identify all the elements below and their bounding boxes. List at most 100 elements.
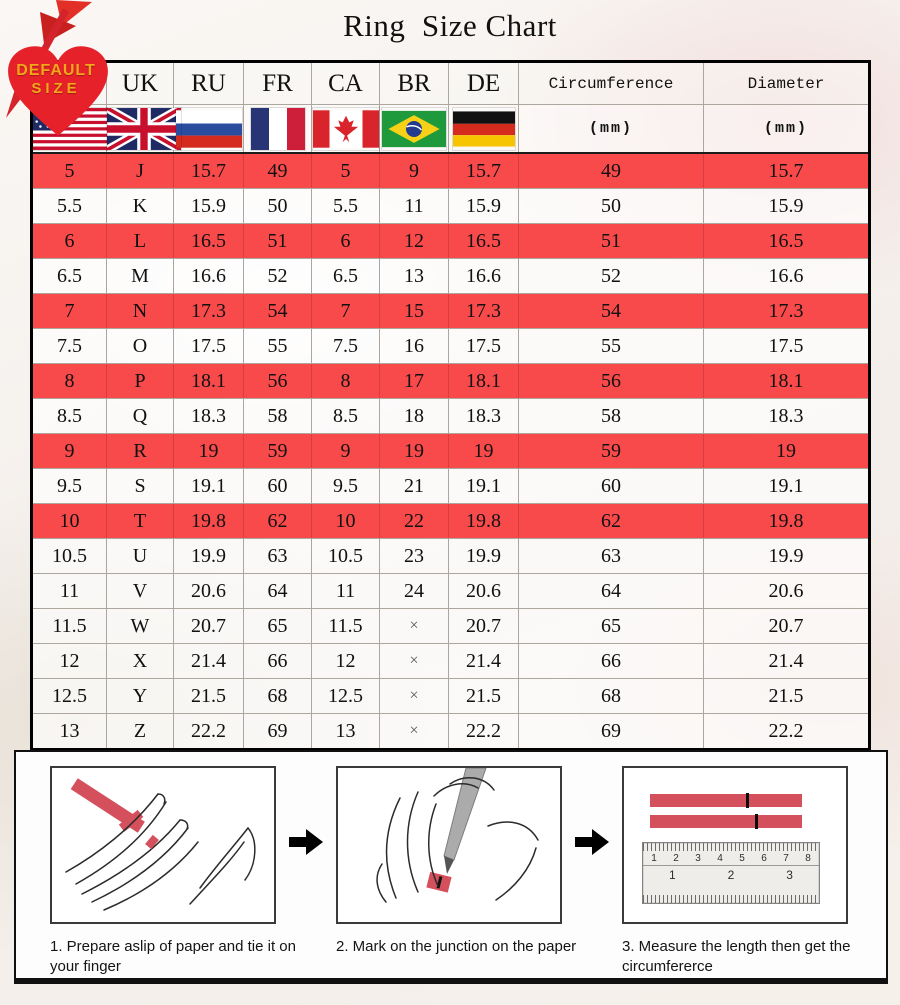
cell-de: 22.2 [448, 713, 519, 750]
cell-uk: R [106, 433, 174, 469]
cell-diameter: 15.9 [703, 188, 870, 224]
cell-us: 12.5 [31, 678, 107, 714]
cell-ru: 20.6 [173, 573, 244, 609]
cell-ca: 7 [311, 293, 380, 329]
col-header-circumference: Circumference [518, 61, 704, 105]
cell-fr: 66 [243, 643, 312, 679]
size-row: 6 L 16.5 51 6 12 16.5 51 16.5 [31, 223, 870, 259]
cell-diameter: 15.7 [703, 152, 870, 189]
cell-circumference: 49 [518, 152, 704, 189]
cell-br: × [379, 713, 449, 750]
cell-diameter: 21.4 [703, 643, 870, 679]
col-header-diameter: Diameter [703, 61, 870, 105]
circumference-unit-label: (mm) [518, 104, 704, 154]
cell-ca: 7.5 [311, 328, 380, 364]
cell-uk: X [106, 643, 174, 679]
cell-diameter: 20.7 [703, 608, 870, 644]
de-flag-icon [448, 104, 519, 154]
cell-us: 11 [31, 573, 107, 609]
cell-ca: 5.5 [311, 188, 380, 224]
cell-ca: 8 [311, 363, 380, 399]
cell-uk: L [106, 223, 174, 259]
cell-br: 18 [379, 398, 449, 434]
cell-us: 5 [31, 152, 107, 189]
cell-uk: K [106, 188, 174, 224]
cell-us: 8 [31, 363, 107, 399]
cell-us: 6.5 [31, 258, 107, 294]
ruler-measuring-illustration: 1 2 3 4 5 6 7 8 1 2 3 [622, 766, 848, 924]
cell-de: 16.6 [448, 258, 519, 294]
cell-us: 6 [31, 223, 107, 259]
cell-uk: M [106, 258, 174, 294]
cell-circumference: 69 [518, 713, 704, 750]
cell-us: 9.5 [31, 468, 107, 504]
paper-strip [650, 814, 802, 829]
cell-uk: Y [106, 678, 174, 714]
cell-br: × [379, 678, 449, 714]
cell-fr: 54 [243, 293, 312, 329]
size-row: 5 J 15.7 49 5 9 15.7 49 15.7 [31, 152, 870, 189]
step-2-panel: 2. Mark on the junction on the paper [336, 766, 576, 957]
ruler-inch-numbers: 1 2 3 [643, 865, 819, 883]
cell-ru: 19.8 [173, 503, 244, 539]
pen-marking-paper-illustration [336, 766, 562, 924]
cell-diameter: 19.9 [703, 538, 870, 574]
ruler-number: 1 [668, 867, 676, 882]
cell-de: 19.8 [448, 503, 519, 539]
size-row: 7 N 17.3 54 7 15 17.3 54 17.3 [31, 293, 870, 329]
cell-ru: 19.1 [173, 468, 244, 504]
cell-diameter: 18.1 [703, 363, 870, 399]
cell-circumference: 65 [518, 608, 704, 644]
ruler-number: 7 [783, 852, 789, 864]
cell-diameter: 16.6 [703, 258, 870, 294]
heart-icon [8, 46, 108, 136]
cell-br: 23 [379, 538, 449, 574]
cell-de: 20.7 [448, 608, 519, 644]
cell-de: 15.9 [448, 188, 519, 224]
uk-flag-icon [106, 104, 182, 154]
cell-br: 11 [379, 188, 449, 224]
cell-ru: 17.3 [173, 293, 244, 329]
cell-ca: 8.5 [311, 398, 380, 434]
ruler-cm-numbers: 1 2 3 4 5 6 7 8 [643, 851, 819, 865]
col-header-fr: FR [243, 61, 312, 105]
ru-flag-icon [173, 104, 244, 154]
cell-fr: 51 [243, 223, 312, 259]
cell-fr: 68 [243, 678, 312, 714]
page-title: Ring Size Chart [343, 8, 557, 43]
header-row: US UK RU FR CA BR DE Circumference Diame… [31, 61, 870, 105]
ruler-number: 8 [805, 852, 811, 864]
ruler-graphic: 1 2 3 4 5 6 7 8 1 2 3 [642, 842, 820, 904]
cell-ca: 5 [311, 152, 380, 189]
cell-de: 15.7 [448, 152, 519, 189]
size-row: 9.5 S 19.1 60 9.5 21 19.1 60 19.1 [31, 468, 870, 504]
col-header-ru: RU [173, 61, 244, 105]
hand-with-paper-strip-illustration [50, 766, 276, 924]
cell-fr: 69 [243, 713, 312, 750]
cell-uk: O [106, 328, 174, 364]
step-1-panel: 1. Prepare aslip of paper and tie it on … [50, 766, 296, 976]
size-row: 8.5 Q 18.3 58 8.5 18 18.3 58 18.3 [31, 398, 870, 434]
arrow-right-icon [575, 829, 609, 855]
cell-ru: 15.7 [173, 152, 244, 189]
size-row: 10.5 U 19.9 63 10.5 23 19.9 63 19.9 [31, 538, 870, 574]
cell-de: 21.4 [448, 643, 519, 679]
cell-ru: 19.9 [173, 538, 244, 574]
cell-circumference: 60 [518, 468, 704, 504]
cell-ru: 21.4 [173, 643, 244, 679]
cell-br: 22 [379, 503, 449, 539]
cell-fr: 52 [243, 258, 312, 294]
size-row: 9 R 19 59 9 19 19 59 19 [31, 433, 870, 469]
cell-ca: 9 [311, 433, 380, 469]
ring-size-table: US UK RU FR CA BR DE Circumference Diame… [30, 60, 871, 751]
cell-circumference: 52 [518, 258, 704, 294]
cell-br: 9 [379, 152, 449, 189]
cell-uk: U [106, 538, 174, 574]
cell-fr: 49 [243, 152, 312, 189]
size-row: 12.5 Y 21.5 68 12.5 × 21.5 68 21.5 [31, 678, 870, 714]
cell-circumference: 58 [518, 398, 704, 434]
cell-diameter: 16.5 [703, 223, 870, 259]
ruler-number: 5 [739, 852, 745, 864]
cell-br: 17 [379, 363, 449, 399]
cell-us: 9 [31, 433, 107, 469]
